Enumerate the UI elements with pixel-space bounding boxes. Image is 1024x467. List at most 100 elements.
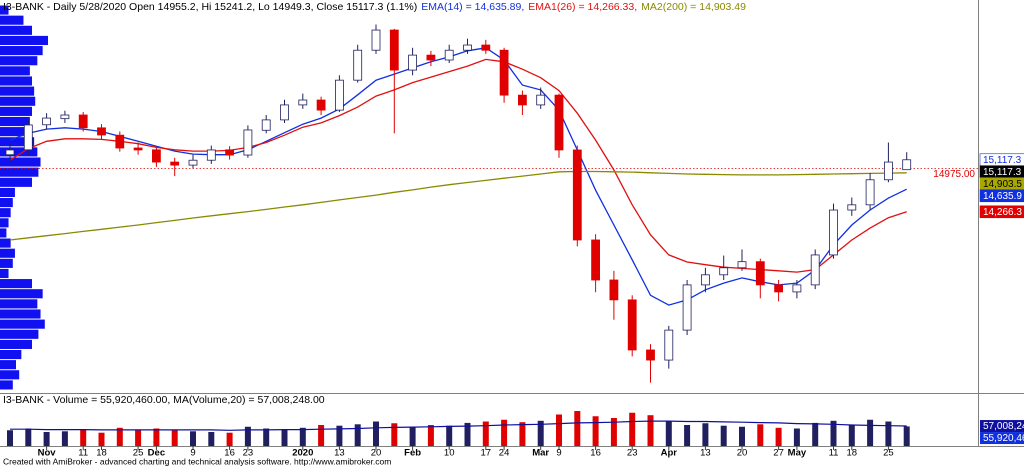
candle-body [865,179,875,206]
volume-bar [574,411,581,446]
volume-profile-bar [0,329,39,339]
candle-body [42,117,51,126]
volume-title: I3-BANK - Volume = 55,920,460.00, MA(Vol… [3,394,325,406]
volume-bar [647,415,654,446]
volume-profile-bar [0,238,11,248]
volume-profile-bar [0,76,32,86]
volume-profile-bar [0,56,38,66]
volume-bar [610,418,617,446]
candle-body [755,261,765,286]
legend-entry: MA2(200) = 14,903.49 [641,1,746,13]
candle-body [243,129,253,156]
volume-bar [629,412,636,446]
candle-body [810,254,820,286]
candle-body [170,161,180,166]
date-label: 11 [78,448,88,459]
volume-profile-bar [0,25,32,35]
candle-body [408,54,418,71]
date-label: 11 [829,448,839,459]
volume-bar [793,428,800,446]
candle-body [60,114,70,120]
candle-body [316,99,326,111]
candle-body [646,349,655,361]
volume-profile-bar [0,218,9,228]
volume-profile-bar [0,127,32,137]
volume-bar [482,421,489,446]
volume-bar [135,430,142,446]
date-label: 13 [334,448,345,459]
date-label: Feb [404,448,421,459]
last-value-label: 14,903.5 [983,179,1022,190]
candle-body [737,261,747,269]
candle-body [572,149,582,241]
candle-body [353,49,363,81]
date-label: Dec [148,448,165,459]
candle-body [444,49,454,61]
volume-bar [153,428,160,446]
volume-bar [537,420,544,446]
candle-body [97,127,106,136]
volume-bar [446,425,453,446]
candle-body [5,149,15,156]
date-label: 2020 [292,448,313,459]
volume-bar [775,427,782,446]
candle-body [371,29,381,51]
volume-profile-bar [0,86,35,96]
candle-body [591,239,600,281]
reference-label: 14975.00 [933,169,975,180]
last-value-label: 14,266.3 [983,207,1022,218]
volume-bar [409,426,416,446]
candle-body [261,119,271,131]
date-label: 9 [190,448,195,459]
volume-bar [391,423,398,446]
volume-bar [171,429,178,446]
candle-body [151,149,161,163]
volume-bar [336,425,343,446]
candle-body [115,134,125,149]
date-label: Apr [661,448,678,459]
date-label: 13 [700,448,711,459]
legend-entry: EMA(14) = 14,635.89, [421,1,524,13]
last-value-label: 55,920,460 [983,433,1024,444]
date-label: 27 [773,448,784,459]
date-label: 23 [243,448,254,459]
date-label: 17 [481,448,492,459]
date-label: 20 [737,448,748,459]
date-label: 20 [371,448,382,459]
last-value-label: 14,635.9 [983,191,1022,202]
volume-profile-bar [0,96,36,106]
date-label: 18 [96,448,107,459]
date-label: 25 [133,448,144,459]
volume-profile-bar [0,167,39,177]
volume-bar [812,422,819,446]
candle-body [280,104,289,121]
price-header: I3-BANK - Daily 5/28/2020 Open 14955.2, … [3,1,746,13]
date-label: 16 [224,448,235,459]
volume-bar [464,422,471,446]
candle-body [829,209,838,256]
volume-profile-bar [0,198,13,208]
volume-bar [867,419,874,446]
candle-body [701,274,710,286]
volume-bar [684,425,691,446]
volume-profile-bar [0,66,30,76]
volume-profile-bar [0,248,15,258]
candle-body [627,299,637,351]
volume-bar [263,428,270,446]
volume-bar [25,428,32,446]
volume-bar [427,425,434,446]
candle-body [719,267,729,276]
volume-bar [373,421,379,446]
volume-profile-bar [0,208,11,218]
candle-body [554,94,564,151]
volume-bar [556,414,562,446]
candle-body [536,94,546,106]
candle-body [206,149,216,161]
candle-body [682,284,692,331]
candle-body [426,54,436,61]
price-pane: 14975.0015,117.315,117.314,903.514,635.9… [0,5,1024,390]
candle-body [847,204,857,211]
volume-profile-bar [0,349,22,360]
last-value-box [979,189,1024,203]
